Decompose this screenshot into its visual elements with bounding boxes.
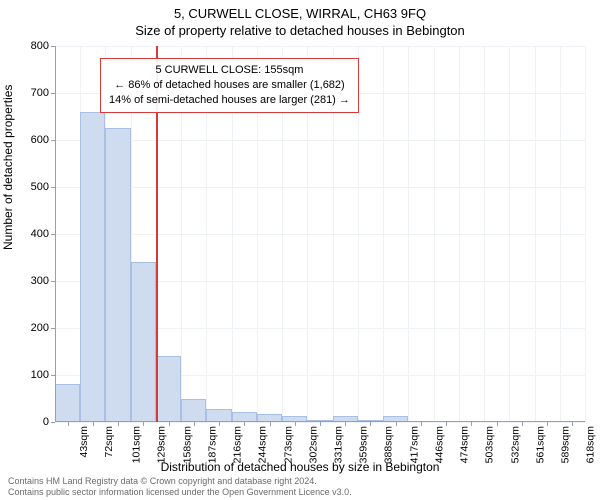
- xtick-label: 158sqm: [181, 426, 193, 463]
- footer-attribution: Contains HM Land Registry data © Crown c…: [8, 476, 352, 498]
- annotation-line: 14% of semi-detached houses are larger (…: [109, 93, 350, 108]
- ytick-label: 300: [31, 275, 49, 287]
- xtick-mark: [471, 422, 472, 426]
- footer-line: Contains HM Land Registry data © Crown c…: [8, 476, 352, 487]
- ytick-label: 600: [31, 134, 49, 146]
- histogram-bar: [105, 128, 130, 422]
- histogram-bar: [156, 356, 181, 422]
- xtick-label: 359sqm: [358, 426, 370, 463]
- ytick-label: 700: [31, 87, 49, 99]
- plot-area: 010020030040050060070080043sqm72sqm101sq…: [55, 46, 585, 422]
- xtick-label: 216sqm: [232, 426, 244, 463]
- gridline-v: [535, 46, 536, 422]
- gridline-h: [55, 46, 585, 47]
- histogram-bar: [55, 384, 80, 422]
- xtick-label: 273sqm: [282, 426, 294, 463]
- footer-line: Contains public sector information licen…: [8, 487, 352, 498]
- ytick-label: 0: [43, 416, 49, 428]
- gridline-h: [55, 187, 585, 188]
- ytick-mark: [51, 422, 55, 423]
- gridline-v: [383, 46, 384, 422]
- annotation-callout: 5 CURWELL CLOSE: 155sqm← 86% of detached…: [100, 58, 359, 113]
- ytick-label: 200: [31, 322, 49, 334]
- histogram-bar: [131, 262, 156, 422]
- chart-container: 5, CURWELL CLOSE, WIRRAL, CH63 9FQ Size …: [0, 0, 600, 500]
- ytick-label: 800: [31, 40, 49, 52]
- xtick-mark: [219, 422, 220, 426]
- gridline-v: [484, 46, 485, 422]
- gridline-v: [509, 46, 510, 422]
- xtick-mark: [194, 422, 195, 426]
- xtick-mark: [547, 422, 548, 426]
- xtick-label: 589sqm: [560, 426, 572, 463]
- chart-subtitle: Size of property relative to detached ho…: [0, 21, 600, 38]
- xtick-label: 388sqm: [383, 426, 395, 463]
- x-axis-line: [55, 421, 585, 422]
- xtick-mark: [396, 422, 397, 426]
- gridline-v: [585, 46, 586, 422]
- annotation-line: 5 CURWELL CLOSE: 155sqm: [109, 63, 350, 78]
- xtick-mark: [118, 422, 119, 426]
- page-title: 5, CURWELL CLOSE, WIRRAL, CH63 9FQ: [0, 0, 600, 21]
- xtick-mark: [68, 422, 69, 426]
- gridline-v: [560, 46, 561, 422]
- xtick-mark: [320, 422, 321, 426]
- ytick-label: 500: [31, 181, 49, 193]
- gridline-v: [459, 46, 460, 422]
- xtick-label: 187sqm: [206, 426, 218, 463]
- xtick-label: 417sqm: [408, 426, 420, 463]
- histogram-bar: [80, 112, 105, 422]
- xtick-mark: [270, 422, 271, 426]
- x-axis-label: Distribution of detached houses by size …: [0, 460, 600, 474]
- annotation-line: ← 86% of detached houses are smaller (1,…: [109, 78, 350, 93]
- xtick-label: 43sqm: [77, 426, 89, 458]
- xtick-mark: [143, 422, 144, 426]
- y-axis-label: Number of detached properties: [1, 85, 15, 250]
- xtick-mark: [446, 422, 447, 426]
- gridline-v: [434, 46, 435, 422]
- xtick-label: 101sqm: [131, 426, 143, 463]
- xtick-label: 446sqm: [434, 426, 446, 463]
- xtick-mark: [345, 422, 346, 426]
- xtick-label: 474sqm: [459, 426, 471, 463]
- gridline-h: [55, 140, 585, 141]
- xtick-label: 532sqm: [509, 426, 521, 463]
- xtick-mark: [497, 422, 498, 426]
- xtick-label: 561sqm: [535, 426, 547, 463]
- xtick-mark: [244, 422, 245, 426]
- xtick-label: 302sqm: [307, 426, 319, 463]
- ytick-label: 100: [31, 369, 49, 381]
- xtick-label: 129sqm: [156, 426, 168, 463]
- histogram-bar: [181, 399, 206, 423]
- gridline-v: [408, 46, 409, 422]
- xtick-mark: [295, 422, 296, 426]
- gridline-h: [55, 234, 585, 235]
- xtick-mark: [572, 422, 573, 426]
- xtick-label: 503sqm: [484, 426, 496, 463]
- xtick-mark: [169, 422, 170, 426]
- xtick-label: 244sqm: [257, 426, 269, 463]
- ytick-label: 400: [31, 228, 49, 240]
- xtick-label: 331sqm: [333, 426, 345, 463]
- xtick-label: 618sqm: [585, 426, 597, 463]
- xtick-label: 72sqm: [103, 426, 115, 458]
- xtick-mark: [522, 422, 523, 426]
- xtick-mark: [421, 422, 422, 426]
- xtick-mark: [93, 422, 94, 426]
- xtick-mark: [370, 422, 371, 426]
- y-axis-line: [55, 46, 56, 422]
